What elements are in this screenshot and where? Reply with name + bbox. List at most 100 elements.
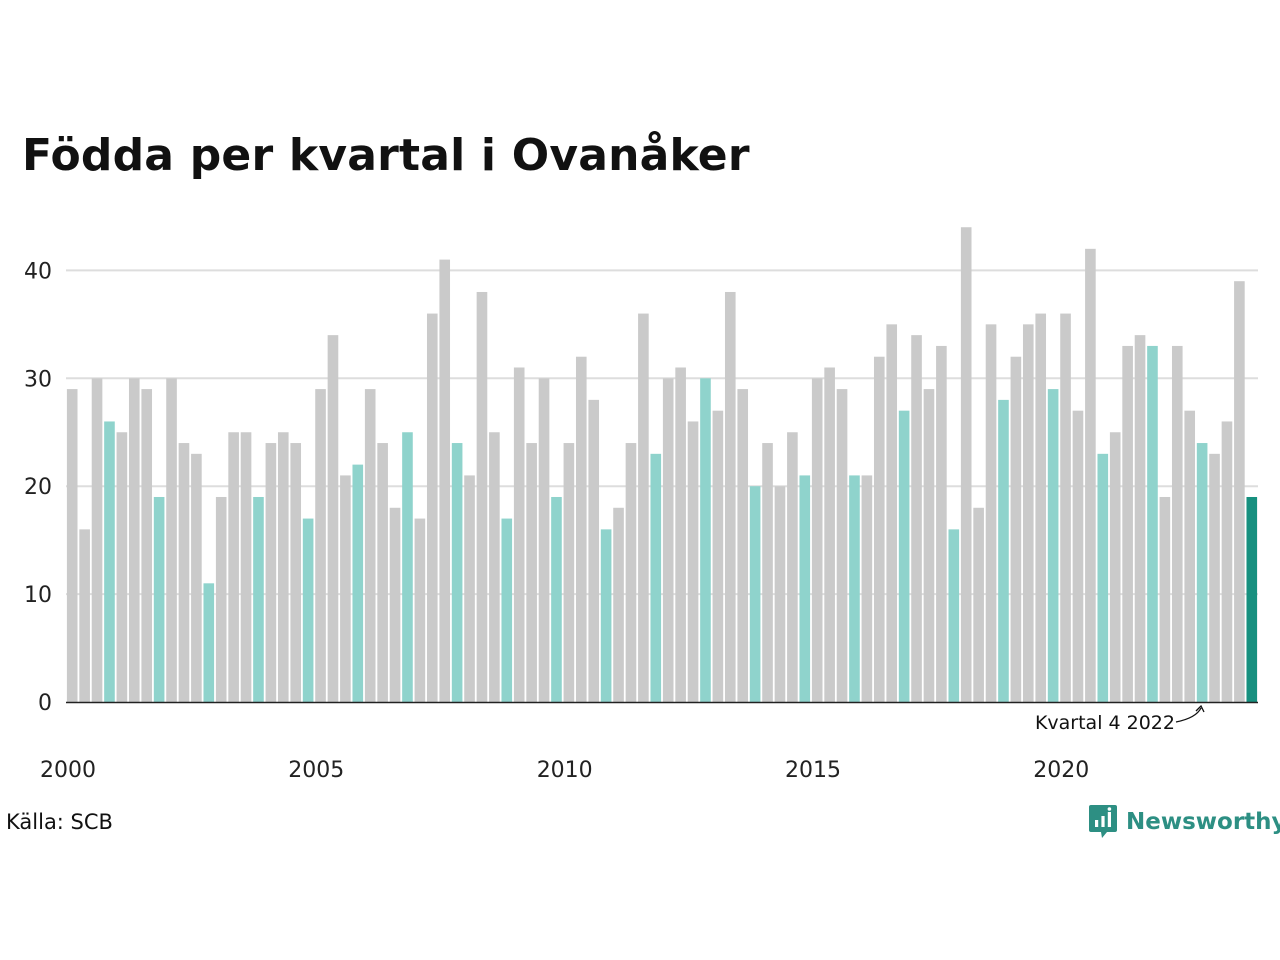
bar	[1184, 410, 1196, 702]
bar	[737, 389, 749, 702]
bar	[302, 518, 314, 702]
bar	[787, 432, 798, 702]
bar	[1234, 281, 1245, 702]
bar	[1147, 345, 1158, 702]
bar	[774, 486, 786, 702]
chart-title: Födda per kvartal i Ovanåker	[22, 130, 750, 181]
bar	[228, 432, 239, 702]
bar	[600, 529, 612, 702]
bar	[700, 378, 711, 702]
bar	[104, 421, 115, 702]
brand-logo: Newsworthy	[1088, 804, 1280, 840]
bar	[1134, 335, 1146, 702]
bar	[849, 475, 860, 702]
bar	[1209, 453, 1220, 702]
bar	[1022, 324, 1034, 702]
bar	[923, 389, 935, 702]
x-axis-ticks: 2000 2005 2010 2015 2020	[40, 758, 1089, 783]
x-tick-label: 2005	[288, 758, 344, 783]
bar	[327, 335, 339, 702]
x-tick-label: 2000	[40, 758, 96, 783]
bar	[277, 432, 289, 702]
bar	[153, 496, 165, 702]
bar	[141, 389, 153, 702]
bar	[575, 356, 587, 702]
bar	[538, 378, 550, 702]
x-tick-label: 2010	[537, 758, 593, 783]
bar	[886, 324, 898, 702]
bar	[178, 443, 190, 702]
bar	[749, 486, 761, 702]
bar	[687, 421, 699, 702]
bar	[1196, 443, 1208, 702]
bar	[166, 378, 177, 702]
y-tick-label: 0	[38, 691, 52, 716]
newsworthy-icon	[1089, 805, 1117, 838]
bar	[315, 389, 326, 702]
bar	[1246, 496, 1258, 702]
y-tick-label: 20	[24, 475, 52, 500]
bar	[1159, 496, 1171, 702]
x-tick-label: 2020	[1033, 758, 1089, 783]
bar	[340, 475, 351, 702]
bar	[998, 399, 1009, 702]
bar	[1010, 356, 1022, 702]
bar	[513, 367, 525, 702]
bar	[116, 432, 128, 702]
bar	[613, 507, 624, 702]
bar	[563, 443, 575, 702]
y-axis-ticks: 0 10 20 30 40	[24, 259, 52, 716]
bar	[389, 507, 401, 702]
y-tick-label: 10	[24, 583, 52, 608]
bar	[1097, 453, 1109, 702]
y-tick-label: 40	[24, 259, 52, 284]
bar	[501, 518, 513, 702]
bar	[79, 529, 90, 702]
bar	[724, 291, 736, 702]
bar	[414, 518, 426, 702]
bar	[650, 453, 662, 702]
bar	[377, 443, 388, 702]
bar	[985, 324, 997, 702]
bar	[439, 259, 451, 702]
bar	[551, 496, 562, 702]
bar	[811, 378, 823, 702]
source-note: Källa: SCB	[6, 810, 113, 834]
bar	[638, 313, 649, 702]
bar	[128, 378, 140, 702]
bar	[898, 410, 910, 702]
bar	[712, 410, 724, 702]
bar	[873, 356, 885, 702]
bar	[364, 389, 376, 702]
bar	[911, 335, 922, 702]
bar	[215, 496, 227, 702]
bar	[1060, 313, 1071, 702]
bar	[265, 443, 277, 702]
y-tick-label: 30	[24, 367, 52, 392]
bar	[1047, 389, 1059, 702]
gridlines	[66, 269, 1258, 596]
bar	[191, 453, 202, 702]
bar	[91, 378, 103, 702]
bar	[861, 475, 873, 702]
bar	[625, 443, 637, 702]
bar	[960, 227, 972, 703]
annotation: Kvartal 4 2022	[1035, 704, 1205, 734]
bar	[489, 432, 500, 702]
bar	[836, 389, 848, 702]
bar	[588, 399, 600, 702]
annotation-label: Kvartal 4 2022	[1035, 712, 1175, 734]
bar	[799, 475, 811, 702]
annotation-arrow	[1175, 704, 1205, 723]
bar	[526, 443, 537, 702]
bar	[1072, 410, 1084, 702]
bar	[973, 507, 984, 702]
bar	[253, 496, 264, 702]
bar	[662, 378, 674, 702]
bar	[476, 291, 488, 702]
bar	[426, 313, 438, 702]
bar	[203, 583, 215, 702]
bar	[290, 443, 302, 702]
brand-name: Newsworthy	[1126, 809, 1280, 835]
